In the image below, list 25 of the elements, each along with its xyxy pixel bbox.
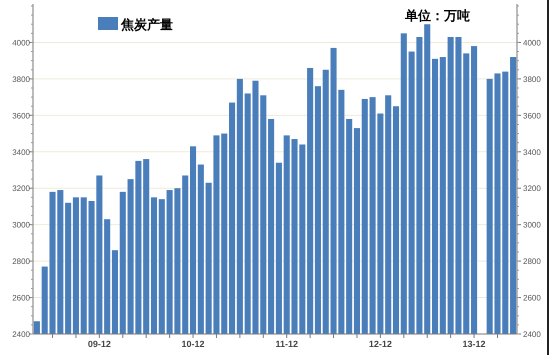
y-tick-label: 3600 [12,111,31,120]
y-tick-label: 2400 [12,330,31,339]
y2-tick-label: 2600 [523,294,542,303]
x-tick-label: 13-12 [462,339,486,349]
y2-tick-label: 3400 [523,148,542,157]
y2-tick-label: 2400 [523,330,542,339]
y-tick-label: 3800 [12,74,31,84]
y2-tick-label: 3800 [523,74,542,84]
x-tick-label: 11-12 [275,339,298,349]
y-tick-label: 3000 [12,220,31,230]
y2-tick-label: 3000 [523,220,542,230]
y2-tick-label: 2800 [523,257,542,266]
y-tick-label: 3400 [12,148,31,157]
y2-tick-label: 4000 [523,38,542,48]
y-tick-label: 4000 [12,38,31,48]
x-tick-label: 12-12 [368,339,392,349]
y2-tick-label: 3200 [523,184,542,194]
x-tick-label: 09-12 [88,339,111,349]
y-tick-label: 3200 [12,184,31,194]
y-tick-label: 2800 [12,257,31,266]
y-tick-label: 2600 [12,294,31,303]
x-tick-label: 10-12 [182,339,205,349]
annotation: 单位：万吨 [404,8,470,24]
legend-label: 焦炭产量 [120,17,173,33]
y2-tick-label: 3600 [523,111,542,120]
